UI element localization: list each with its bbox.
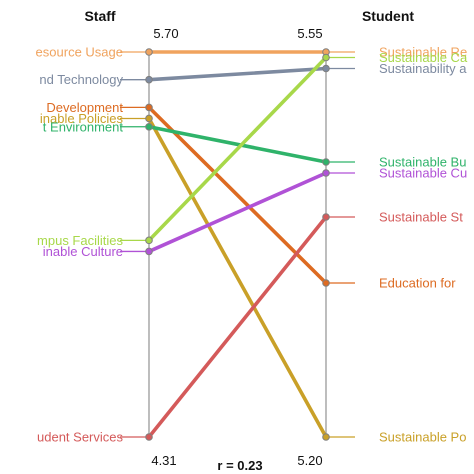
series-line	[147, 116, 328, 439]
staff-label: esource Usage	[36, 45, 123, 60]
series-2: nd Technology Sustainability a	[39, 61, 467, 87]
staff-label: inable Policies	[40, 111, 124, 126]
correlation-label: r = 0.23	[217, 458, 262, 473]
series-1: esource Usage Sustainable Re	[36, 45, 468, 60]
series-7: inable Culture Sustainable Cu	[43, 166, 467, 259]
student-point	[322, 213, 330, 221]
staff-top-value: 5.70	[153, 26, 178, 41]
staff-point	[145, 48, 153, 56]
series-line	[147, 55, 328, 243]
student-point	[322, 53, 330, 62]
student-point	[322, 64, 330, 73]
staff-point	[145, 236, 153, 245]
staff-label: t Environment	[43, 119, 124, 134]
staff-point	[145, 75, 153, 84]
student-label: Sustainable Re	[379, 45, 467, 60]
student-label: Sustainable St	[379, 210, 463, 225]
series-line	[147, 171, 328, 254]
series-line	[147, 124, 328, 164]
student-point	[322, 279, 330, 287]
staff-point	[145, 433, 153, 441]
staff-label: Development	[46, 100, 123, 115]
series-8: udent Services Sustainable St	[37, 210, 463, 445]
staff-bottom-value: 4.31	[151, 453, 176, 468]
staff-label: udent Services	[37, 430, 123, 445]
student-label: Sustainable Bu	[379, 155, 466, 170]
staff-label: mpus Facilities	[37, 233, 123, 248]
series-6: mpus Facilities Sustainable Ca	[37, 50, 468, 248]
student-label: Sustainable Cu	[379, 166, 467, 181]
staff-axis-header: Staff	[84, 8, 115, 24]
series-line	[147, 66, 328, 82]
student-point	[322, 433, 330, 441]
staff-point	[145, 103, 153, 112]
student-point	[322, 169, 330, 177]
student-label: Education for	[379, 276, 456, 291]
student-axis-header: Student	[362, 8, 414, 24]
staff-point	[145, 122, 153, 131]
series-line	[147, 215, 328, 439]
staff-label: nd Technology	[39, 72, 123, 87]
student-label: Sustainable Po	[379, 430, 466, 445]
student-label: Sustainability a	[379, 61, 467, 76]
staff-point	[145, 114, 153, 123]
staff-label: inable Culture	[43, 244, 123, 259]
student-point	[322, 158, 330, 166]
series-4: inable Policies Sustainable Po	[40, 111, 467, 445]
staff-point	[145, 247, 153, 256]
series-5: t Environment Sustainable Bu	[43, 119, 467, 169]
student-label: Sustainable Ca	[379, 50, 468, 65]
student-top-value: 5.55	[297, 26, 322, 41]
student-bottom-value: 5.20	[297, 453, 322, 468]
